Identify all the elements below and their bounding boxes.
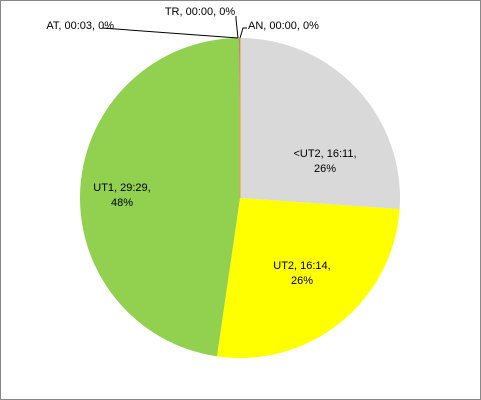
data-labels: AN, 00:00, 0% <UT2, 16:11, 26% UT2, 16:14,… xyxy=(46,6,357,287)
data-label-box: UT2, 16:14, 26% xyxy=(273,260,331,287)
pie-slice xyxy=(79,38,240,357)
data-label-box: AT, 00:03, 0% xyxy=(46,20,114,32)
pie-slice xyxy=(216,198,400,358)
leader-line xyxy=(101,27,239,39)
leader-lines xyxy=(101,16,247,39)
data-label: <UT2, 16:11, 26% xyxy=(293,148,357,175)
leader-line xyxy=(239,27,247,39)
data-label: AT, 00:03, 0% xyxy=(46,20,114,32)
data-label: UT2, 16:14, 26% xyxy=(273,260,331,287)
data-label: TR, 00:00, 0% xyxy=(164,6,236,18)
pie xyxy=(79,38,400,358)
data-label-box: TR, 00:00, 0% xyxy=(164,6,236,18)
data-label: AN, 00:00, 0% xyxy=(248,20,319,32)
data-label: UT1, 29:29, 48% xyxy=(93,182,151,209)
data-label-box: <UT2, 16:11, 26% xyxy=(293,148,357,175)
leader-line xyxy=(235,16,239,39)
data-label-box: UT1, 29:29, 48% xyxy=(93,182,151,209)
pie-slice xyxy=(240,38,400,210)
data-label-box: AN, 00:00, 0% xyxy=(248,20,319,32)
